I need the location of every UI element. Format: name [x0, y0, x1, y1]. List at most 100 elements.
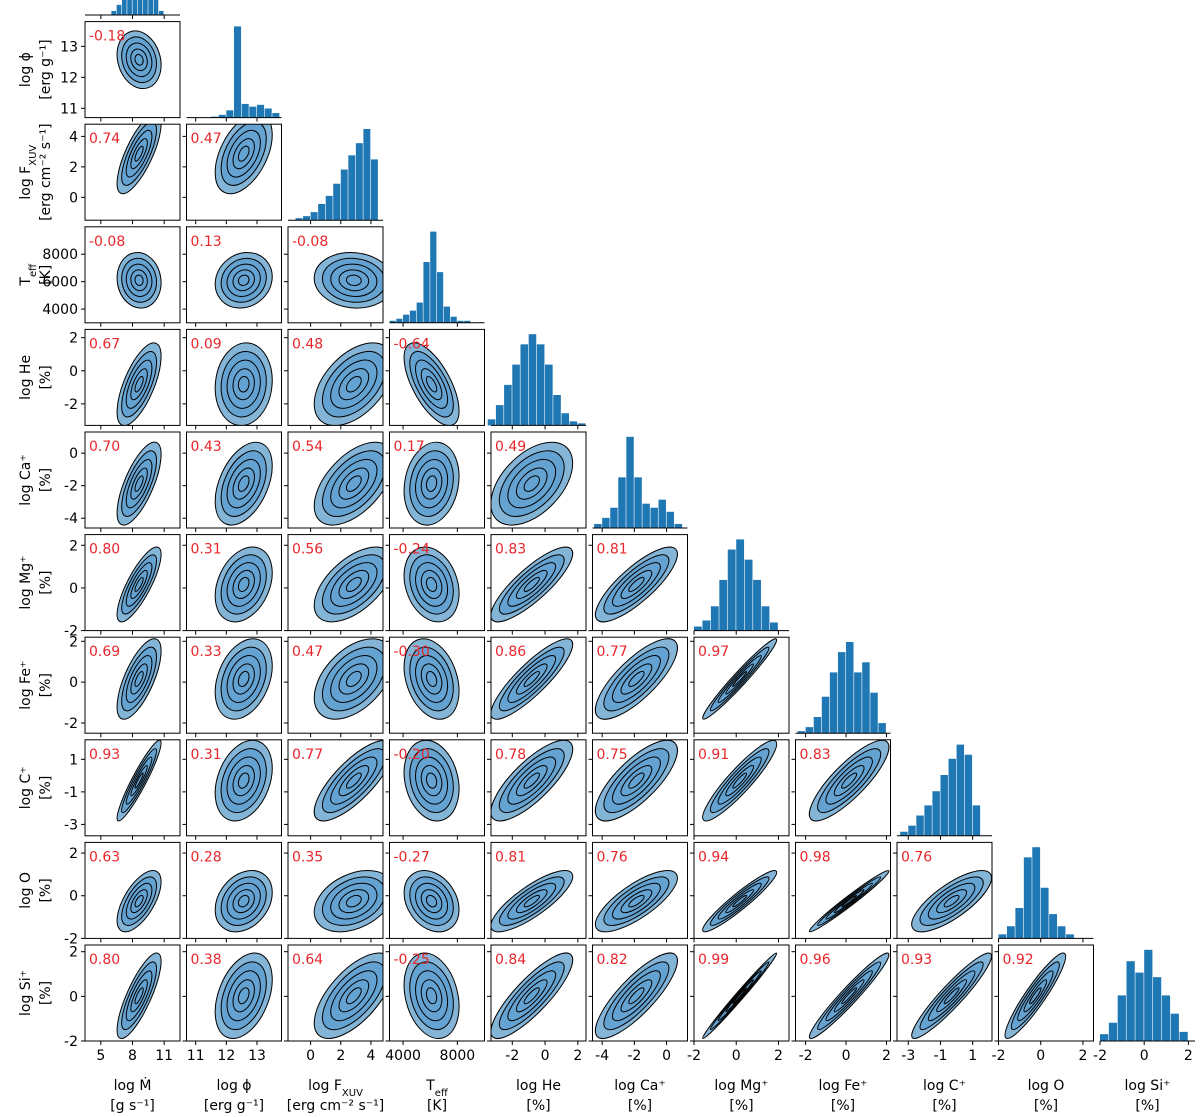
panel-frame: [389, 534, 485, 632]
correlation-label: 0.93: [901, 952, 932, 968]
density: [808, 870, 890, 933]
x-tick-label: 0: [662, 1048, 671, 1064]
contour: [611, 655, 661, 703]
y-tick-label: 0: [69, 675, 78, 691]
hist-bar: [797, 731, 806, 734]
hist-bar: [158, 10, 164, 15]
y-axis-unit: [%]: [38, 673, 54, 697]
contour: [134, 772, 144, 789]
hist-bar: [916, 815, 924, 836]
correlation-label: -0.18: [89, 29, 125, 45]
hist-bar: [736, 539, 745, 631]
x-tick-label: -2: [687, 1048, 701, 1064]
contour: [936, 979, 968, 1013]
contour: [330, 359, 378, 409]
contour: [725, 663, 755, 695]
hist-bar: [870, 692, 878, 734]
correlation-label: 0.43: [191, 439, 222, 455]
correlation-label: 0.81: [597, 542, 628, 558]
y-axis-unit: [%]: [38, 468, 54, 492]
hist-bar: [1049, 914, 1058, 939]
contour: [507, 756, 557, 805]
contour: [125, 562, 153, 607]
hist-bar: [310, 212, 318, 221]
contour: [732, 772, 748, 789]
hist-bar: [363, 129, 371, 221]
contour: [232, 138, 255, 170]
correlation-label: 0.92: [1003, 952, 1034, 968]
density: [594, 870, 678, 933]
panel-frame: [287, 226, 384, 324]
panel: 0.77: [588, 636, 688, 738]
y-tick-label: 8000: [42, 247, 78, 263]
hist-bar: [650, 507, 658, 528]
hist-bar: [396, 318, 403, 323]
panel: [186, 26, 282, 122]
hist-bar: [846, 642, 854, 734]
contour: [321, 876, 383, 926]
contour: [515, 979, 548, 1013]
x-axis-unit: [erg cm⁻² s⁻¹]: [287, 1098, 384, 1114]
y-tick-label: 1: [69, 752, 78, 768]
panel: 0.84 -2 0 2 log He [%]: [487, 944, 587, 1114]
contour: [338, 269, 370, 292]
density: [491, 546, 574, 623]
contour: [345, 670, 362, 688]
contour: [134, 987, 144, 1005]
x-tick-label: 2: [774, 1048, 783, 1064]
y-axis-unit: [%]: [38, 981, 54, 1005]
density: [214, 546, 273, 623]
density: [313, 952, 383, 1040]
contour: [125, 263, 153, 297]
x-axis-label: log Si⁺: [1125, 1078, 1171, 1094]
contour: [232, 889, 255, 914]
density: [313, 739, 383, 822]
panel-frame: [490, 636, 587, 734]
contour: [825, 756, 873, 805]
contour: [330, 970, 378, 1022]
label-part: log O: [18, 872, 34, 909]
correlation-label: 0.94: [698, 849, 729, 865]
hist-bar: [1023, 857, 1032, 939]
hist-bar: [821, 696, 830, 734]
density: [116, 546, 162, 623]
hist-bar: [143, 0, 148, 15]
y-axis-label: log Mg⁺: [18, 556, 34, 610]
panel: 0.38 11 12 13 log ϕ [erg g⁻¹]: [182, 944, 282, 1114]
contour: [825, 970, 873, 1022]
panel-frame: [389, 739, 485, 837]
contour: [498, 748, 565, 814]
contour: [523, 576, 540, 592]
hist-bar: [389, 320, 396, 323]
contour: [415, 970, 449, 1022]
hist-bar: [1179, 1031, 1188, 1041]
label-part: log Ca⁺: [614, 1078, 666, 1094]
contour: [338, 663, 370, 695]
hist-bar: [325, 195, 333, 221]
contour: [125, 970, 153, 1022]
contour: [415, 882, 449, 920]
contour: [943, 987, 960, 1005]
label-part: log He: [18, 355, 34, 400]
density: [702, 739, 778, 822]
contour: [709, 646, 770, 712]
density: [594, 638, 678, 720]
panel-frame: [287, 739, 384, 837]
density: [491, 441, 574, 526]
contour: [523, 670, 540, 688]
contour: [330, 458, 378, 509]
panel: 0.81: [588, 534, 688, 635]
panel-frame: [693, 739, 790, 837]
panel: 0.33: [182, 636, 282, 738]
y-tick-label: 2: [69, 538, 78, 554]
contour: [709, 748, 770, 814]
hist-bar: [553, 395, 561, 426]
contour: [237, 576, 250, 592]
panel-frame: [389, 431, 485, 529]
contour: [345, 772, 362, 789]
contour: [507, 562, 557, 607]
contour: [226, 756, 261, 805]
density: [214, 952, 273, 1040]
contour: [121, 748, 157, 814]
